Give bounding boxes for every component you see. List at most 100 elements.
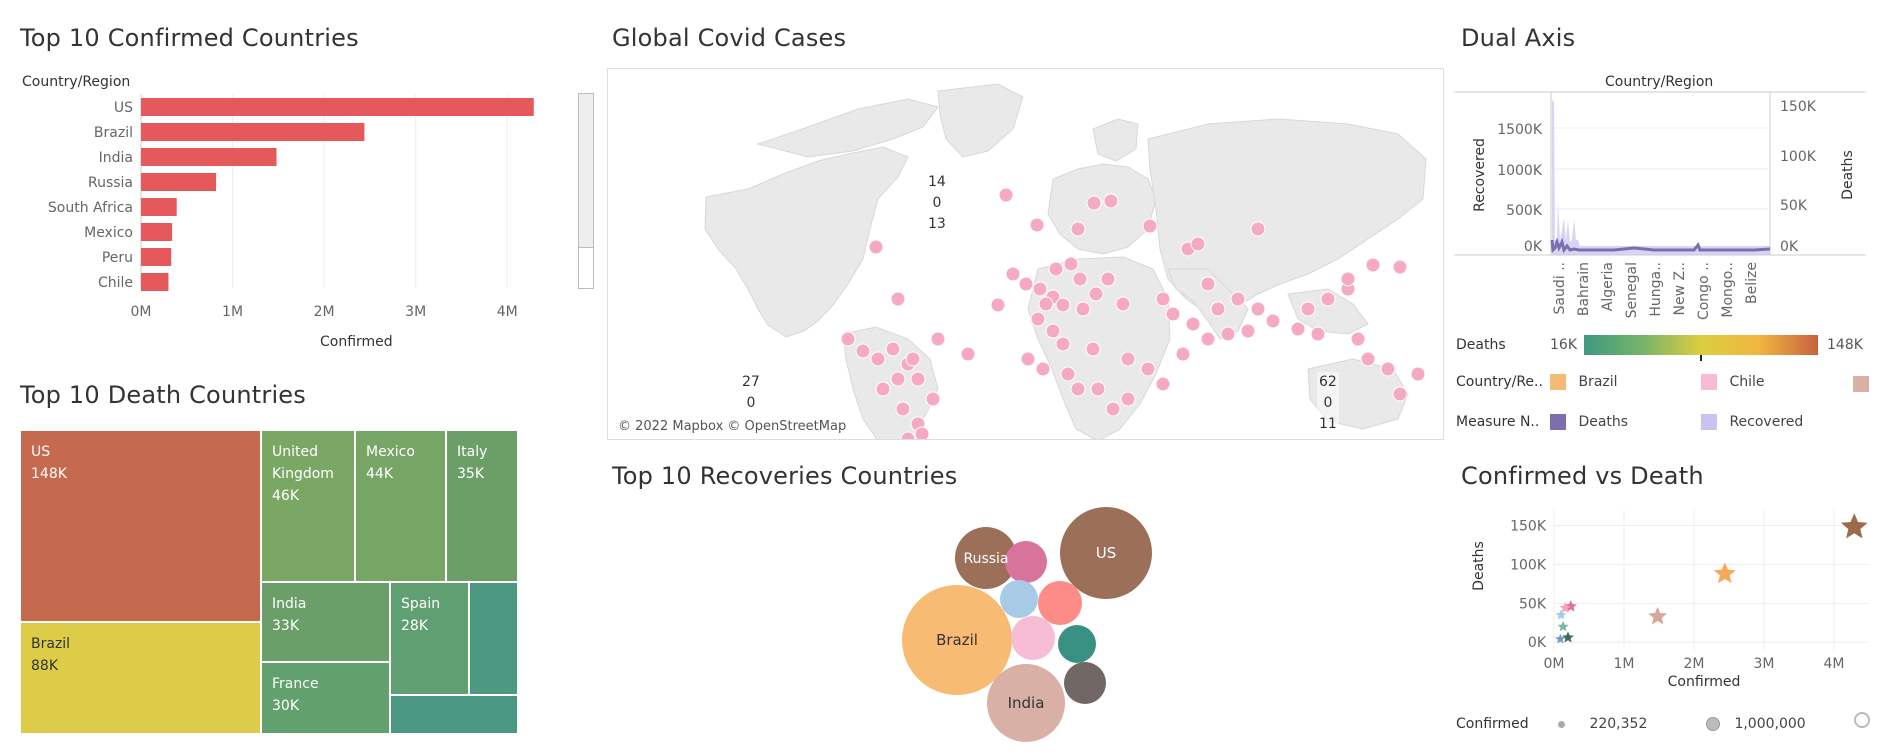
- treemap-cell-india[interactable]: India 33K: [261, 582, 390, 662]
- map-case-point[interactable]: [1060, 366, 1076, 382]
- bar-india[interactable]: [141, 148, 277, 166]
- bar-us[interactable]: [141, 98, 534, 116]
- map-case-point[interactable]: [910, 371, 926, 387]
- map-case-point[interactable]: [1063, 256, 1079, 272]
- map-case-point[interactable]: [925, 391, 941, 407]
- map-case-point[interactable]: [1320, 291, 1336, 307]
- map-case-point[interactable]: [914, 426, 930, 440]
- confirmed-scrollbar[interactable]: [578, 93, 594, 289]
- map-case-point[interactable]: [1086, 195, 1102, 211]
- scatter-star-point[interactable]: [1559, 602, 1571, 613]
- bar-peru[interactable]: [141, 248, 172, 266]
- map-case-point[interactable]: [1103, 193, 1119, 209]
- map-case-point[interactable]: [1210, 301, 1226, 317]
- map-case-point[interactable]: [1155, 376, 1171, 392]
- treemap-cell-france[interactable]: France 30K: [261, 662, 390, 734]
- map-case-point[interactable]: [868, 239, 884, 255]
- map-case-point[interactable]: [1115, 296, 1131, 312]
- bubble-unlabeled[interactable]: [1058, 625, 1096, 663]
- bar-chile[interactable]: [141, 273, 169, 291]
- map-case-point[interactable]: [1200, 276, 1216, 292]
- map-case-point[interactable]: [1088, 286, 1104, 302]
- map-case-point[interactable]: [1360, 351, 1376, 367]
- map-case-point[interactable]: [1250, 221, 1266, 237]
- map-case-point[interactable]: [1190, 236, 1206, 252]
- map-case-point[interactable]: [1185, 316, 1201, 332]
- map-case-point[interactable]: [875, 381, 891, 397]
- bar-russia[interactable]: [141, 173, 217, 191]
- map-case-point[interactable]: [1048, 261, 1064, 277]
- map-case-point[interactable]: [1175, 346, 1191, 362]
- map-case-point[interactable]: [840, 331, 856, 347]
- map-case-point[interactable]: [1350, 331, 1366, 347]
- map-case-point[interactable]: [1105, 401, 1121, 417]
- bubble-unlabeled[interactable]: [1064, 662, 1106, 704]
- map-case-point[interactable]: [1310, 326, 1326, 342]
- scatter-star-point[interactable]: [1562, 631, 1574, 643]
- map-case-point[interactable]: [855, 343, 871, 359]
- map-case-point[interactable]: [895, 401, 911, 417]
- scatter-star-point[interactable]: [1564, 600, 1577, 612]
- map-case-point[interactable]: [1018, 276, 1034, 292]
- map-case-point[interactable]: [1300, 301, 1316, 317]
- map-case-point[interactable]: [870, 351, 886, 367]
- bar-south-africa[interactable]: [141, 198, 177, 216]
- map-case-point[interactable]: [1392, 259, 1408, 275]
- bubble-us[interactable]: [1060, 507, 1152, 599]
- bar-mexico[interactable]: [141, 223, 173, 241]
- map-case-point[interactable]: [1340, 271, 1356, 287]
- scatter-star-point[interactable]: [1648, 606, 1667, 625]
- map-case-point[interactable]: [930, 331, 946, 347]
- map-case-point[interactable]: [1230, 291, 1246, 307]
- treemap-cell-united-kingdom[interactable]: United Kingdom 46K: [261, 430, 355, 582]
- treemap-cell-unlabeled[interactable]: [469, 582, 518, 695]
- map-case-point[interactable]: [890, 371, 906, 387]
- bubble-india[interactable]: [987, 664, 1065, 742]
- map-case-point[interactable]: [1070, 381, 1086, 397]
- map-case-point[interactable]: [1365, 257, 1381, 273]
- measure-legend-item[interactable]: Deaths: [1550, 414, 1628, 430]
- map-case-point[interactable]: [1120, 351, 1136, 367]
- map-case-point[interactable]: [885, 341, 901, 357]
- treemap-cell-spain[interactable]: Spain 28K: [390, 582, 469, 695]
- map-case-point[interactable]: [1155, 291, 1171, 307]
- map-case-point[interactable]: [1055, 297, 1071, 313]
- map-case-point[interactable]: [1072, 271, 1088, 287]
- map-case-point[interactable]: [1032, 281, 1048, 297]
- map-attribution[interactable]: © 2022 Mapbox © OpenStreetMap: [616, 419, 849, 434]
- scatter-star-point[interactable]: [1555, 633, 1566, 644]
- map-case-point[interactable]: [1020, 351, 1036, 367]
- bubble-unlabeled[interactable]: [1000, 580, 1038, 618]
- bubble-brazil[interactable]: [902, 585, 1012, 695]
- treemap-cell-mexico[interactable]: Mexico 44K: [355, 430, 446, 582]
- world-map[interactable]: 14 0 13 27 0 62 0 11 © 2022 Mapbox © Ope…: [607, 68, 1444, 440]
- country-legend-item[interactable]: Brazil: [1550, 374, 1618, 390]
- treemap-cell-us[interactable]: US 148K: [20, 430, 261, 622]
- map-case-point[interactable]: [1140, 361, 1156, 377]
- map-case-point[interactable]: [1240, 323, 1256, 339]
- map-case-point[interactable]: [1005, 266, 1021, 282]
- map-case-point[interactable]: [1029, 217, 1045, 233]
- bubble-russia[interactable]: [955, 527, 1017, 589]
- map-case-point[interactable]: [1200, 331, 1216, 347]
- map-case-point[interactable]: [1380, 361, 1396, 377]
- map-case-point[interactable]: [1165, 306, 1181, 322]
- map-case-point[interactable]: [1075, 301, 1091, 317]
- map-case-point[interactable]: [1100, 271, 1116, 287]
- scatter-star-point[interactable]: [1713, 562, 1736, 584]
- map-case-point[interactable]: [1392, 386, 1408, 402]
- scatter-star-point[interactable]: [1557, 620, 1569, 632]
- bubble-unlabeled[interactable]: [1005, 541, 1047, 583]
- measure-legend-item[interactable]: Recovered: [1701, 414, 1803, 430]
- map-case-point[interactable]: [1250, 301, 1266, 317]
- map-case-point[interactable]: [990, 297, 1006, 313]
- map-case-point[interactable]: [1410, 366, 1426, 382]
- bubble-unlabeled[interactable]: [1038, 581, 1082, 625]
- map-case-point[interactable]: [1265, 313, 1281, 329]
- map-case-point[interactable]: [1142, 218, 1158, 234]
- map-case-point[interactable]: [1055, 336, 1071, 352]
- country-legend-item[interactable]: Chile: [1701, 374, 1765, 390]
- map-case-point[interactable]: [1070, 221, 1086, 237]
- treemap-cell-italy[interactable]: Italy 35K: [446, 430, 518, 582]
- bubble-unlabeled[interactable]: [1011, 616, 1055, 660]
